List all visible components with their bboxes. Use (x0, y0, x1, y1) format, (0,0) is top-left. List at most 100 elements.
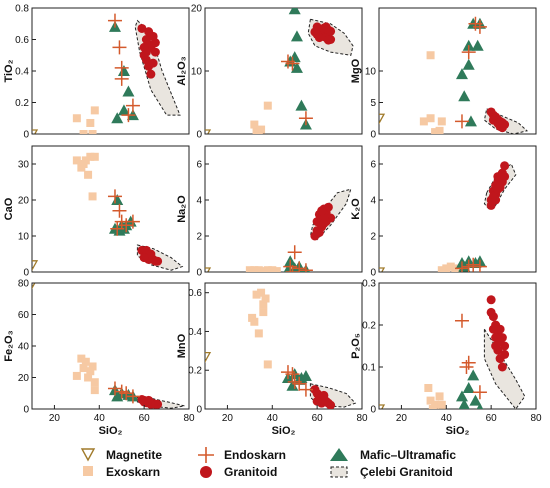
point-exoskarn (263, 360, 272, 369)
y-tick-label: 0 (370, 268, 376, 279)
panel-tio: 0 0.2 0.4 0.6 0.8 TiO₂ (3, 4, 190, 141)
point-granitoid (500, 349, 510, 359)
y-tick-label: 20 (18, 196, 30, 207)
point-exoskarn (261, 294, 270, 303)
point-endoskarn (285, 56, 300, 71)
y-tick-label: 30 (18, 160, 30, 171)
point-exoskarn (86, 367, 95, 376)
x-axis-label: SiO₂ (272, 425, 296, 437)
legend-item-magnetite: Magnetite (80, 448, 162, 462)
point-endoskarn (292, 261, 307, 272)
point-mafic-ultramafic (462, 382, 475, 393)
point-exoskarn (77, 354, 86, 363)
point-exoskarn (428, 405, 437, 409)
y-tick-label: 10 (365, 67, 377, 78)
point-endoskarn (107, 13, 122, 28)
point-endoskarn (459, 360, 474, 374)
panel-frame (378, 7, 537, 135)
point-endoskarn (114, 60, 129, 75)
y-tick-label: 0 (23, 268, 29, 279)
y-tick-label: 4 (370, 196, 376, 207)
point-granitoid (148, 58, 158, 68)
point-mafic-ultramafic (122, 85, 135, 97)
point-exoskarn (437, 400, 446, 409)
y-tick-label: 0 (23, 130, 29, 141)
point-endoskarn (461, 45, 476, 60)
y-tick-label: 0.6 (15, 35, 29, 46)
point-mafic-ultramafic (467, 369, 480, 381)
point-exoskarn (90, 106, 99, 115)
point-endoskarn (472, 259, 487, 272)
panel-mno: 0 0.2 0.4 0.6 MnO 20 40 60 80 SiO₂ (176, 282, 368, 437)
point-mafic-ultramafic (290, 61, 303, 73)
point-endoskarn (292, 376, 307, 391)
point-endoskarn (112, 203, 127, 218)
y-tick-label: 0 (370, 405, 376, 416)
point-granitoid (323, 35, 333, 45)
plot-area (379, 295, 526, 409)
point-exoskarn (72, 371, 81, 380)
panel-frame (204, 7, 363, 135)
point-mafic-ultramafic (288, 51, 301, 63)
point-exoskarn (86, 118, 95, 127)
point-granitoid (150, 47, 160, 57)
point-endoskarn (285, 367, 300, 382)
point-exoskarn (84, 170, 93, 179)
point-exoskarn (79, 364, 88, 373)
y-tick-label: 0 (196, 405, 202, 416)
point-mafic-ultramafic (295, 99, 308, 111)
point-exoskarn (72, 114, 81, 123)
x-tick-label: 80 (356, 413, 368, 424)
point-granitoid (310, 27, 320, 37)
point-endoskarn (125, 389, 140, 404)
y-axis-label: MnO (176, 333, 188, 358)
point-exoskarn (252, 268, 261, 272)
point-mafic-ultramafic (111, 390, 124, 402)
point-endoskarn (466, 257, 481, 272)
point-exoskarn (419, 117, 428, 126)
point-granitoid (486, 295, 496, 305)
y-tick-label: 6 (370, 160, 376, 171)
y-axis-label: K₂O (350, 198, 362, 220)
y-tick-label: 20 (18, 373, 30, 384)
point-mafic-ultramafic (286, 379, 299, 391)
point-exoskarn (90, 386, 99, 395)
y-tick-label: 0 (196, 130, 202, 141)
point-granitoid (495, 337, 505, 347)
y-tick-label: 40 (18, 342, 30, 353)
legend-label-magnetite: Magnetite (106, 448, 162, 462)
point-exoskarn (88, 362, 97, 371)
point-granitoid (493, 172, 503, 182)
point-granitoid (139, 397, 149, 407)
legend-item-granitoid: Granitoid (200, 465, 277, 479)
point-exoskarn (426, 114, 435, 123)
point-exoskarn (259, 300, 268, 309)
plot-area (205, 188, 352, 272)
legend-item-celebi-granitoid: Çelebi Granitoid (330, 465, 453, 479)
point-exoskarn (424, 384, 433, 392)
y-tick-label: 0.2 (15, 98, 29, 109)
point-exoskarn (435, 126, 444, 134)
panel-frame (378, 145, 537, 273)
point-mafic-ultramafic (290, 30, 303, 42)
x-tick-label: 20 (222, 413, 234, 424)
plot-area (379, 16, 529, 134)
x-tick-label: 60 (312, 413, 324, 424)
point-exoskarn (84, 373, 93, 382)
legend-item-exoskarn: Exoskarn (83, 465, 160, 479)
point-granitoid (146, 249, 156, 259)
panel-grid: 00.20.40.60.8TiO₂01020Al₂O₃0510MgO010203… (3, 4, 542, 438)
panel-alo: 0 10 20 Al₂O₃ (176, 4, 363, 141)
point-exoskarn (437, 266, 446, 272)
point-granitoid (495, 324, 505, 334)
legend-label-mafic-ultramafic: Mafic–Ultramafic (360, 448, 456, 462)
point-exoskarn (88, 192, 97, 201)
x-tick-label: 40 (267, 413, 279, 424)
point-mafic-ultramafic (117, 104, 130, 116)
x-tick-label: 20 (396, 413, 408, 424)
point-granitoid (310, 231, 320, 241)
plot-area (379, 161, 517, 272)
point-granitoid (153, 399, 163, 409)
